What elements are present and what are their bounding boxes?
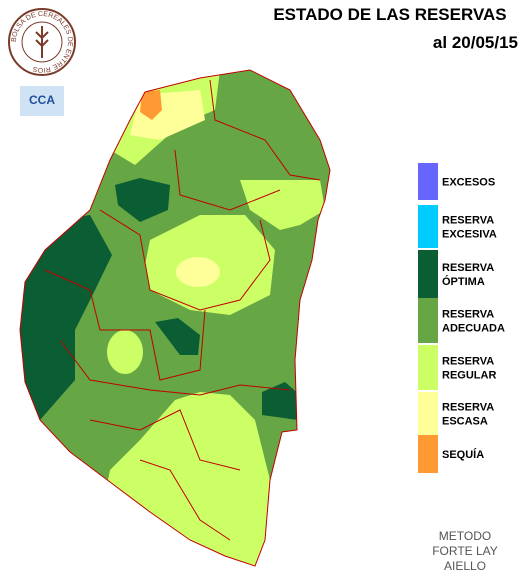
legend-swatch — [418, 298, 438, 343]
badge-text: CCA — [29, 93, 55, 107]
legend-label: SEQUÍA — [442, 448, 484, 461]
legend-swatch — [418, 250, 438, 298]
legend-swatch — [418, 392, 438, 435]
title: ESTADO DE LAS RESERVAS — [273, 5, 506, 24]
legend-swatch — [418, 205, 438, 248]
legend-swatch — [418, 345, 438, 390]
legend-label: RESERVA — [442, 215, 494, 227]
legend-label: RESERVA — [442, 356, 494, 368]
legend-label: REGULAR — [442, 370, 496, 382]
footer-line: METODO — [439, 529, 491, 543]
province-map — [19, 69, 331, 567]
legend-label: ESCASA — [442, 416, 488, 428]
legend-label: ADECUADA — [442, 323, 505, 335]
legend-label: EXCESIVA — [442, 229, 497, 241]
legend-label: RESERVA — [442, 309, 494, 321]
legend-label: ÓPTIMA — [442, 275, 485, 288]
footer-line: FORTE LAY — [432, 544, 498, 558]
footer-line: AIELLO — [444, 559, 486, 573]
legend-swatch — [418, 435, 438, 473]
legend-label: RESERVA — [442, 262, 494, 274]
date: al 20/05/15 — [433, 33, 518, 52]
legend-label: RESERVA — [442, 402, 494, 414]
legend-label: EXCESOS — [442, 177, 495, 189]
badge: CCA — [20, 86, 64, 116]
legend: EXCESOSRESERVAEXCESIVARESERVAÓPTIMARESER… — [418, 163, 505, 473]
logo: BOLSA DE CEREALES DE ENTRE RIOS — [8, 8, 76, 76]
legend-swatch — [418, 163, 438, 200]
